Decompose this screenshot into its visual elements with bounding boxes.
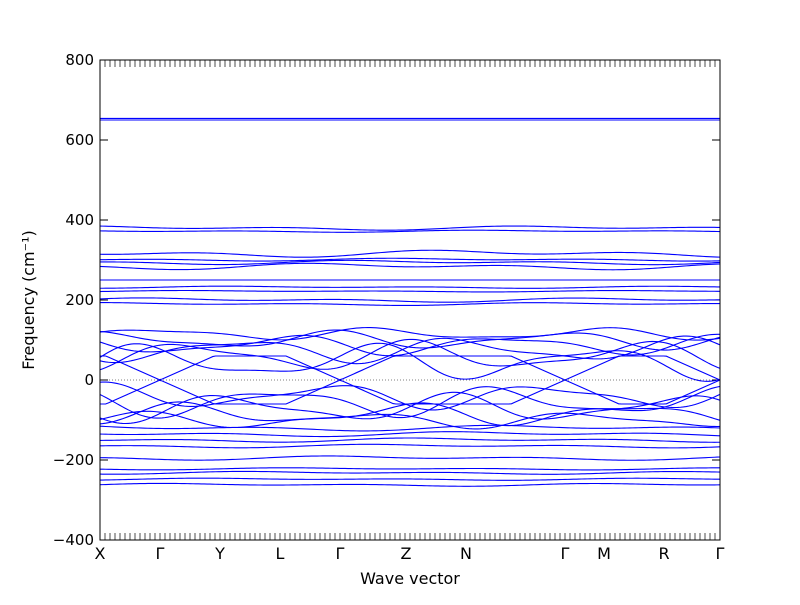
x-tick-label: R bbox=[658, 544, 669, 563]
y-tick-label: 0 bbox=[84, 371, 94, 389]
phonon-band bbox=[99, 289, 720, 293]
phonon-band bbox=[99, 229, 721, 233]
y-tick-label: 800 bbox=[65, 51, 94, 69]
bands-layer bbox=[99, 117, 721, 487]
phonon-band bbox=[99, 285, 721, 289]
y-tick-label: 200 bbox=[65, 291, 94, 309]
x-tick-label: Γ bbox=[336, 544, 345, 563]
x-tick-label: Γ bbox=[561, 544, 570, 563]
y-tick-label: −400 bbox=[53, 531, 94, 549]
phonon-band bbox=[99, 259, 721, 266]
phonon-band bbox=[100, 302, 720, 307]
x-tick-label: Y bbox=[214, 544, 225, 563]
phonon-band bbox=[99, 470, 721, 475]
phonon-band bbox=[99, 437, 721, 443]
plot-frame bbox=[99, 59, 721, 541]
phonon-band bbox=[99, 455, 721, 461]
phonon-band bbox=[99, 262, 721, 271]
y-tick-label: −200 bbox=[53, 451, 94, 469]
x-tick-label: N bbox=[460, 544, 472, 563]
phonon-band bbox=[99, 333, 721, 357]
phonon-band bbox=[99, 424, 721, 432]
y-axis-label: Frequency (cm⁻¹) bbox=[19, 230, 38, 369]
x-tick-label: L bbox=[276, 544, 285, 563]
phonon-band bbox=[99, 467, 720, 471]
x-tick-label: X bbox=[95, 544, 106, 563]
x-tick-label: Γ bbox=[156, 544, 165, 563]
y-tick-label: 600 bbox=[65, 131, 94, 149]
phonon-band bbox=[99, 482, 721, 487]
y-tick-label: 400 bbox=[65, 211, 94, 229]
acoustic-band bbox=[100, 355, 721, 381]
phonon-band bbox=[99, 249, 721, 258]
x-tick-label: M bbox=[597, 544, 611, 563]
x-tick-label: Γ bbox=[716, 544, 725, 563]
phonon-band bbox=[99, 342, 721, 382]
acoustic-band bbox=[100, 379, 721, 405]
phonon-band bbox=[99, 477, 721, 481]
x-tick-label: Z bbox=[401, 544, 412, 563]
phonon-band bbox=[99, 338, 721, 371]
phonon-band bbox=[99, 443, 721, 449]
phonon-band bbox=[99, 257, 721, 262]
phonon-band bbox=[99, 297, 721, 303]
phonon-band bbox=[99, 225, 721, 231]
phonon-band bbox=[99, 431, 721, 438]
x-axis-label: Wave vector bbox=[360, 569, 460, 588]
phonon-band bbox=[99, 329, 721, 351]
phonon-band bbox=[99, 410, 721, 430]
phonon-band bbox=[99, 327, 721, 341]
tick-labels-layer: −400 −200 0 200 400 600 800 X Γ Y L Γ Z N Γ M R Γ bbox=[53, 51, 725, 563]
